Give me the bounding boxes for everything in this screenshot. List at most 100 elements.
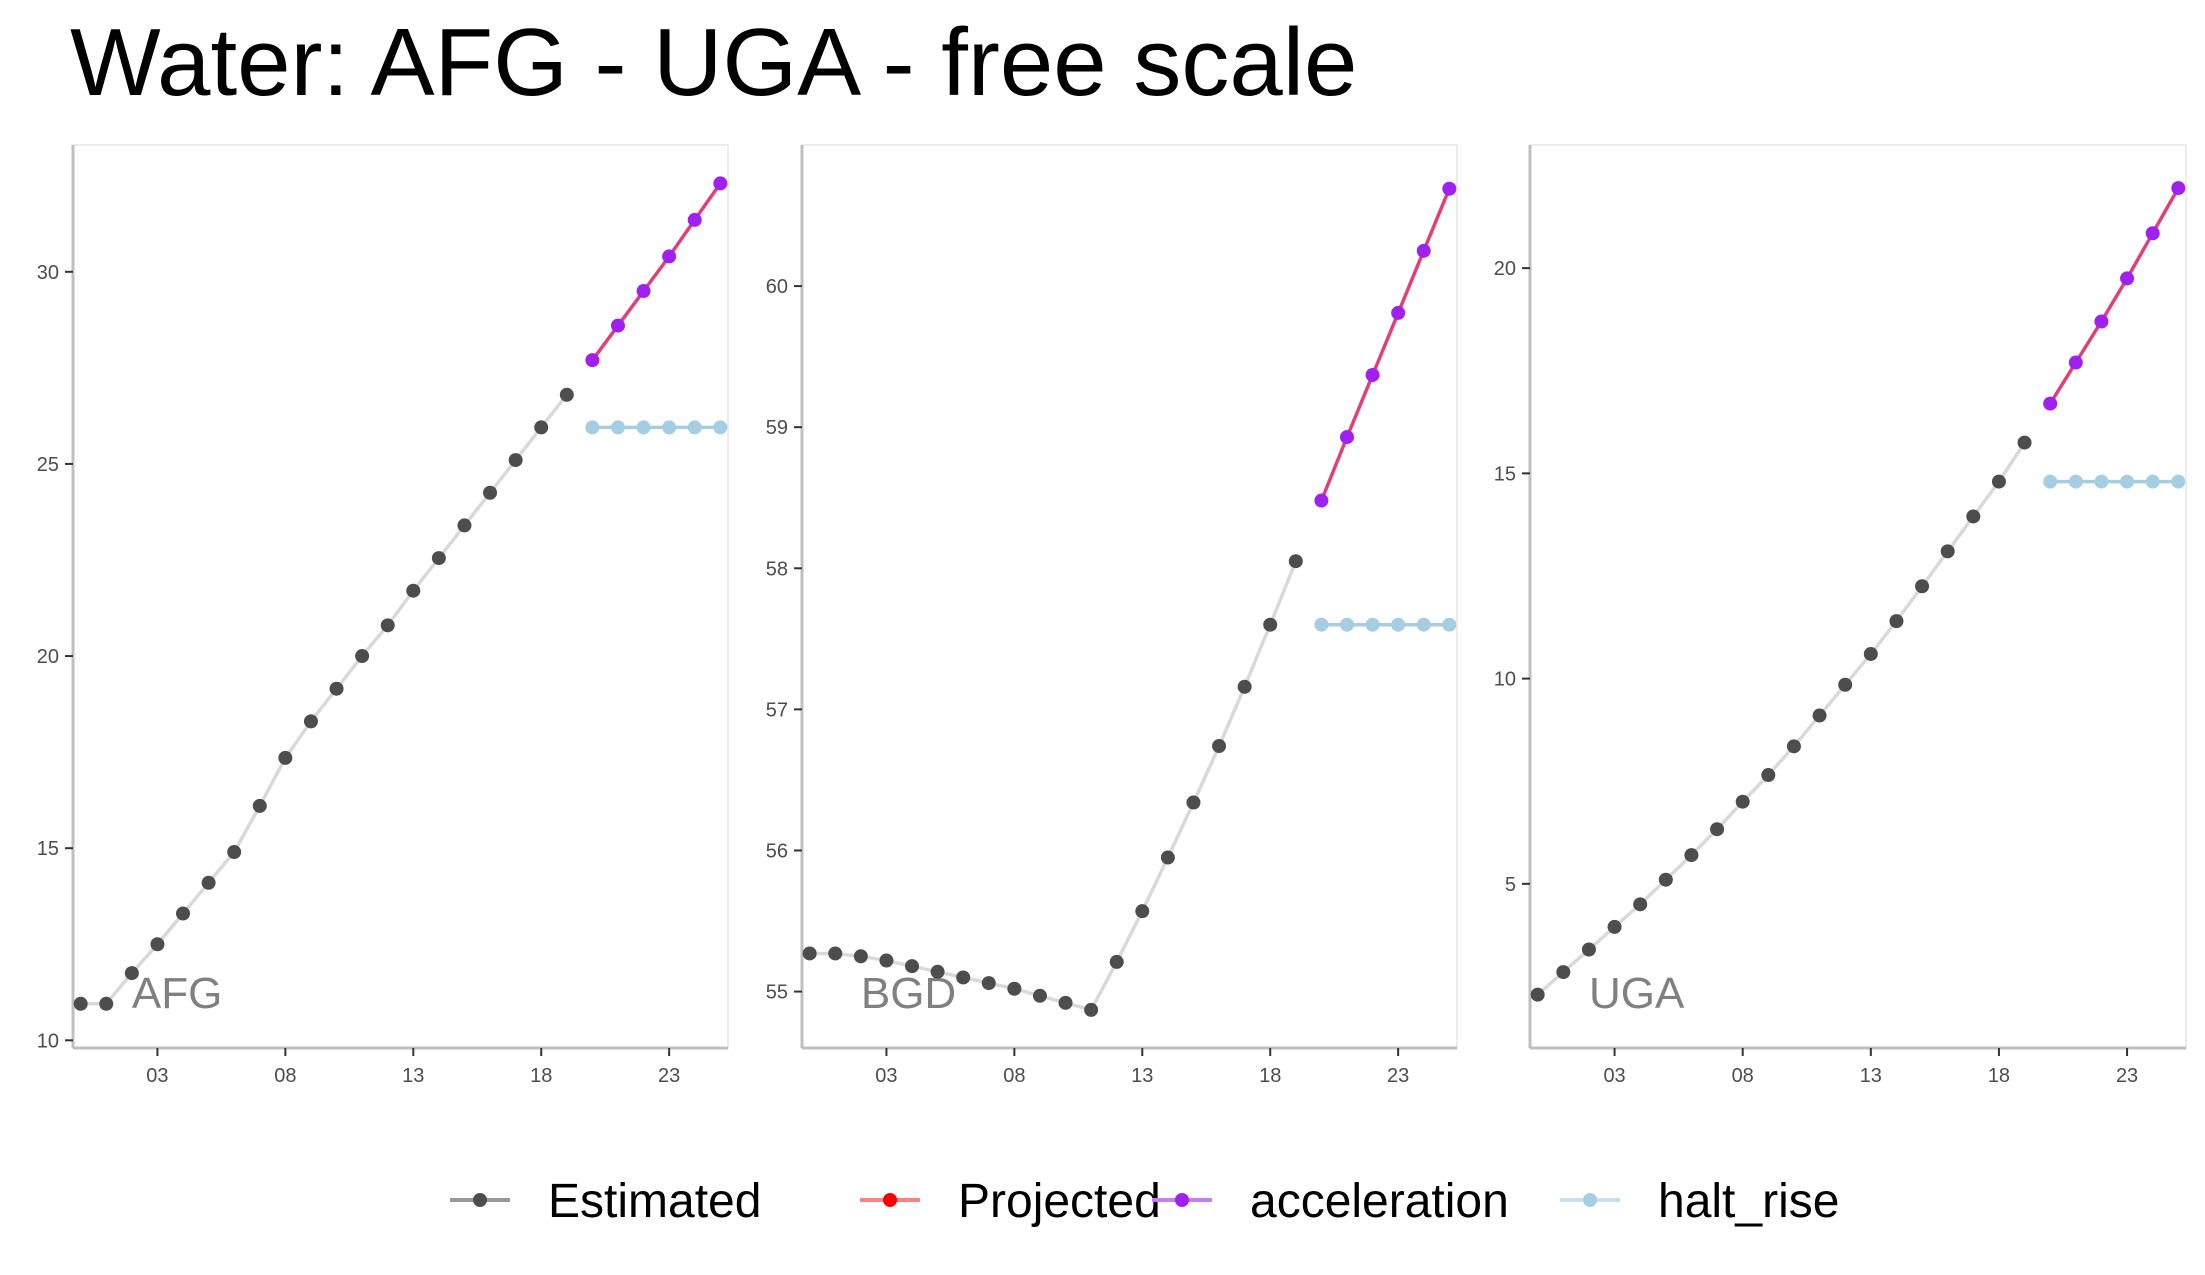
- data-point: [1339, 430, 1354, 445]
- data-point: [2120, 271, 2135, 286]
- legend-item-halt_rise: halt_rise: [1560, 1175, 1839, 1228]
- data-point: [1084, 1002, 1099, 1017]
- data-point: [2145, 226, 2160, 241]
- panel-uga: 5 10 15 20 03 08 13 18 23 UGA: [1494, 144, 2187, 1087]
- x-tick-label: 13: [1131, 1065, 1153, 1087]
- legend-label: Estimated: [548, 1175, 761, 1228]
- data-point: [610, 420, 625, 435]
- series-line: [590, 182, 722, 362]
- data-point: [73, 996, 88, 1011]
- data-point: [2017, 435, 2032, 450]
- data-point: [1288, 554, 1303, 569]
- series-acceleration: [585, 176, 728, 368]
- data-point: [905, 959, 920, 974]
- data-point: [2043, 396, 2058, 411]
- data-point: [99, 996, 114, 1011]
- x-tick-label: 03: [875, 1065, 897, 1087]
- series-estimated: [802, 554, 1303, 1017]
- data-point: [176, 906, 191, 921]
- series-acceleration: [1314, 181, 1457, 508]
- data-point: [534, 420, 549, 435]
- y-tick-label: 20: [1494, 258, 1516, 280]
- data-point: [1915, 579, 1930, 594]
- data-point: [1863, 646, 1878, 661]
- data-point: [828, 946, 843, 961]
- data-point: [1761, 768, 1776, 783]
- series-line: [809, 560, 1298, 1012]
- y-tick-label: 25: [37, 454, 59, 476]
- legend-label: halt_rise: [1658, 1175, 1839, 1228]
- data-point: [1109, 954, 1124, 969]
- data-point: [2043, 474, 2058, 489]
- legend-label: Projected: [958, 1175, 1161, 1228]
- x-tick-label: 08: [274, 1065, 296, 1087]
- data-point: [1365, 367, 1380, 382]
- data-point: [227, 845, 242, 860]
- data-point: [1442, 617, 1457, 632]
- x-tick-label: 18: [1988, 1065, 2010, 1087]
- data-point: [636, 284, 651, 299]
- data-point: [610, 318, 625, 333]
- data-point: [303, 714, 318, 729]
- data-point: [559, 387, 574, 402]
- data-point: [1314, 617, 1329, 632]
- y-tick-label: 10: [37, 1030, 59, 1052]
- y-tick-label: 15: [1494, 463, 1516, 485]
- series-line: [80, 393, 569, 1006]
- legend-item-estimated: Estimated: [450, 1175, 761, 1228]
- data-point: [329, 681, 344, 696]
- data-point: [457, 518, 472, 533]
- data-point: [1991, 474, 2006, 489]
- data-point: [2094, 474, 2109, 489]
- data-point: [930, 964, 945, 979]
- x-tick-label: 23: [1387, 1065, 1409, 1087]
- data-point: [1237, 679, 1252, 694]
- data-point: [1838, 677, 1853, 692]
- data-point: [2094, 314, 2109, 329]
- series-halt_rise: [2043, 474, 2186, 489]
- data-point: [1940, 544, 1955, 559]
- panel-afg: 10 15 20 25 30 03 08 13 18 23 AFG: [37, 144, 729, 1087]
- data-point: [1735, 794, 1750, 809]
- data-point: [585, 353, 600, 368]
- data-point: [1135, 904, 1150, 919]
- series-estimated: [1530, 435, 2032, 1002]
- data-point: [1530, 987, 1545, 1002]
- data-point: [662, 249, 677, 264]
- y-tick-label: 10: [1494, 669, 1516, 691]
- series-halt_rise: [585, 420, 728, 435]
- data-point: [252, 798, 267, 813]
- y-tick-label: 56: [766, 840, 788, 862]
- x-tick-label: 03: [1603, 1065, 1625, 1087]
- data-point: [1581, 942, 1596, 957]
- series-estimated: [73, 387, 574, 1011]
- data-point: [431, 551, 446, 566]
- data-point: [150, 937, 165, 952]
- legend-key-point: [1583, 1193, 1597, 1207]
- data-point: [508, 453, 523, 468]
- series-line: [2048, 187, 2180, 405]
- data-point: [278, 750, 293, 765]
- x-tick-label: 23: [2116, 1065, 2138, 1087]
- y-tick-label: 59: [766, 417, 788, 439]
- x-tick-label: 23: [658, 1065, 680, 1087]
- legend-label: acceleration: [1250, 1175, 1509, 1228]
- data-point: [2171, 181, 2186, 196]
- chart-title: Water: AFG - UGA - free scale: [70, 9, 1358, 116]
- legend: Estimated Projected acceleration halt_rise: [450, 1175, 1839, 1228]
- data-point: [2120, 474, 2135, 489]
- data-point: [802, 946, 817, 961]
- y-tick-label: 20: [37, 646, 59, 668]
- data-point: [1966, 509, 1981, 524]
- panel-border: [801, 144, 1458, 1049]
- panel-label: UGA: [1589, 969, 1685, 1018]
- data-point: [1263, 617, 1278, 632]
- legend-item-acceleration: acceleration: [1152, 1175, 1509, 1228]
- data-point: [1416, 617, 1431, 632]
- data-point: [662, 420, 677, 435]
- x-tick-label: 08: [1732, 1065, 1754, 1087]
- data-point: [1186, 795, 1201, 810]
- data-point: [201, 875, 216, 890]
